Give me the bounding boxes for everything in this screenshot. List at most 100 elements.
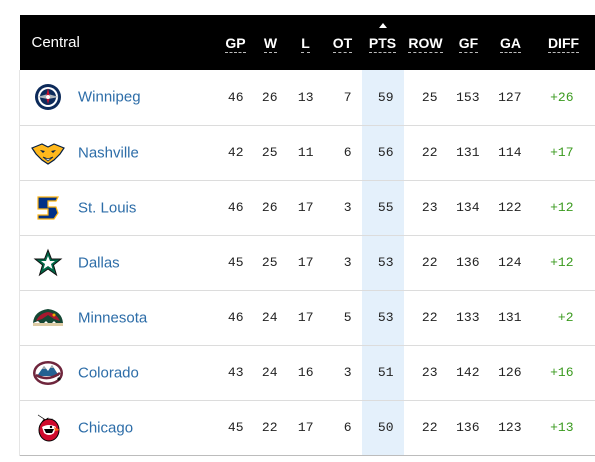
ot-value: 3 <box>343 255 352 270</box>
team-link-colorado[interactable]: Colorado <box>78 364 139 381</box>
l-value: 13 <box>297 89 314 105</box>
team-link-nashville[interactable]: Nashville <box>78 144 139 161</box>
column-header-ot[interactable]: OT <box>324 15 362 70</box>
colorado-avalanche-logo-icon <box>30 358 66 388</box>
table-row: Minnesota 46 24 17 5 53 22 133 131 +2 <box>19 290 595 345</box>
standings-table: Central GP W L OT PTS ROW GF GA DIFF Win… <box>19 15 595 456</box>
gp-value: 46 <box>227 310 244 325</box>
column-header-diff[interactable]: DIFF <box>532 15 595 70</box>
column-label-ot: OT <box>332 34 353 53</box>
gf-value: 131 <box>456 145 480 160</box>
team-cell: Colorado <box>19 345 218 400</box>
team-link-winnipeg[interactable]: Winnipeg <box>78 88 141 106</box>
ga-value: 122 <box>498 200 522 215</box>
column-header-l[interactable]: L <box>288 15 324 70</box>
gp-value: 46 <box>227 89 244 105</box>
column-header-row[interactable]: ROW <box>404 15 448 70</box>
w-value: 22 <box>261 420 278 435</box>
w-value: 25 <box>261 145 278 160</box>
w-value: 24 <box>261 310 278 325</box>
pts-value: 59 <box>361 70 404 125</box>
row-value: 22 <box>421 145 438 160</box>
table-row: St. Louis 46 26 17 3 55 23 134 122 +12 <box>19 180 595 235</box>
w-value: 26 <box>261 89 278 105</box>
diff-value: +26 <box>550 89 574 105</box>
gf-value: 142 <box>456 365 480 380</box>
l-value: 17 <box>297 200 314 215</box>
table-row: Winnipeg 46 26 13 7 59 25 153 127 +26 <box>19 70 595 125</box>
team-link-st-louis[interactable]: St. Louis <box>78 199 137 216</box>
ot-value: 5 <box>343 310 352 325</box>
team-link-chicago[interactable]: Chicago <box>78 419 134 436</box>
column-label-pts: PTS <box>368 34 397 53</box>
table-row: Dallas 45 25 17 3 53 22 136 124 +12 <box>19 235 595 290</box>
column-header-gp[interactable]: GP <box>218 15 254 70</box>
dallas-stars-logo-icon <box>30 248 66 278</box>
column-label-row: ROW <box>408 34 443 53</box>
column-header-ga[interactable]: GA <box>490 15 532 70</box>
diff-value: +16 <box>550 365 574 380</box>
diff-value: +2 <box>557 310 574 325</box>
column-header-gf[interactable]: GF <box>448 15 490 70</box>
l-value: 17 <box>297 255 314 270</box>
minnesota-wild-logo-icon <box>30 303 66 333</box>
gp-value: 43 <box>227 365 244 380</box>
team-cell: Chicago <box>19 400 218 455</box>
st-louis-blues-logo-icon <box>30 193 66 223</box>
gf-value: 134 <box>456 200 480 215</box>
column-label-ga: GA <box>500 34 521 53</box>
l-value: 16 <box>297 365 314 380</box>
pts-value: 51 <box>361 345 404 400</box>
team-link-dallas[interactable]: Dallas <box>78 254 120 271</box>
gf-value: 153 <box>456 89 480 105</box>
team-cell: Nashville <box>19 125 218 180</box>
diff-value: +12 <box>550 200 574 215</box>
row-value: 23 <box>421 200 438 215</box>
gp-value: 45 <box>227 255 244 270</box>
ga-value: 114 <box>498 145 522 160</box>
team-cell: Dallas <box>19 235 218 290</box>
pts-value: 53 <box>361 290 404 345</box>
row-value: 22 <box>421 420 438 435</box>
sort-ascending-icon <box>378 23 387 28</box>
row-value: 23 <box>421 365 438 380</box>
column-label-l: L <box>301 34 310 53</box>
w-value: 25 <box>261 255 278 270</box>
chicago-blackhawks-logo-icon <box>30 413 66 443</box>
pts-value: 50 <box>361 400 404 455</box>
team-cell: St. Louis <box>19 180 218 235</box>
column-header-w[interactable]: W <box>254 15 288 70</box>
pts-value: 55 <box>361 180 404 235</box>
ga-value: 127 <box>498 89 522 105</box>
team-link-minnesota[interactable]: Minnesota <box>78 309 148 326</box>
column-label-gf: GF <box>458 34 479 53</box>
w-value: 26 <box>261 200 278 215</box>
division-title: Central <box>31 34 80 51</box>
team-cell: Winnipeg <box>19 70 218 125</box>
l-value: 11 <box>297 145 314 160</box>
ot-value: 6 <box>343 420 352 435</box>
gp-value: 42 <box>227 145 244 160</box>
column-header-pts[interactable]: PTS <box>361 15 404 70</box>
ga-value: 126 <box>498 365 522 380</box>
gf-value: 136 <box>456 420 480 435</box>
gp-value: 45 <box>227 420 244 435</box>
gf-value: 136 <box>456 255 480 270</box>
table-header-row: Central GP W L OT PTS ROW GF GA DIFF <box>19 15 595 70</box>
table-row: Colorado 43 24 16 3 51 23 142 126 +16 <box>19 345 595 400</box>
diff-value: +12 <box>550 255 574 270</box>
ot-value: 3 <box>343 365 352 380</box>
ga-value: 124 <box>498 255 522 270</box>
table-row: Chicago 45 22 17 6 50 22 136 123 +13 <box>19 400 595 455</box>
row-value: 22 <box>421 255 438 270</box>
nashville-predators-logo-icon <box>30 138 66 168</box>
diff-value: +17 <box>550 145 574 160</box>
table-row: Nashville 42 25 11 6 56 22 131 114 +17 <box>19 125 595 180</box>
ot-value: 3 <box>343 200 352 215</box>
gp-value: 46 <box>227 200 244 215</box>
column-label-gp: GP <box>225 34 246 53</box>
gf-value: 133 <box>456 310 480 325</box>
row-value: 22 <box>421 310 438 325</box>
column-label-diff: DIFF <box>547 34 580 53</box>
standings-widget: Central GP W L OT PTS ROW GF GA DIFF Win… <box>19 15 595 456</box>
